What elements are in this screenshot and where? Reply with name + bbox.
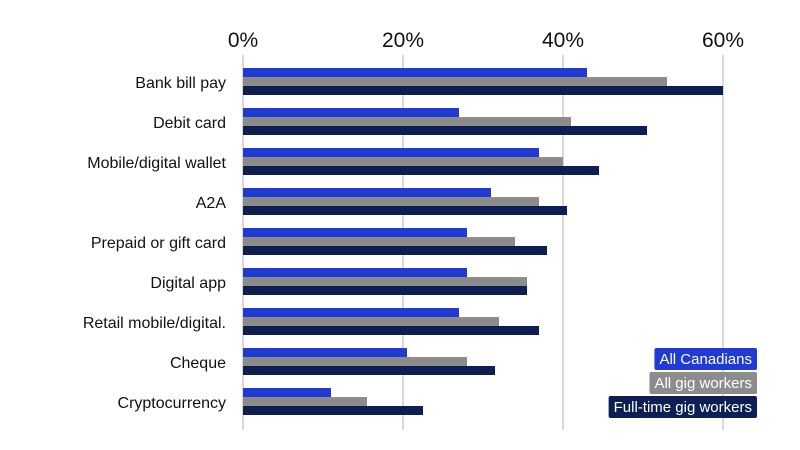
category-labels: Bank bill pay Debit card Mobile/digital wa… (83, 75, 227, 412)
category-label: Debit card (153, 115, 226, 132)
bar-all-canadians (243, 148, 539, 157)
category-label: Prepaid or gift card (91, 235, 226, 252)
x-tick-labels: 0% 20% 40% 60% (228, 29, 744, 52)
legend-swatch (654, 348, 757, 370)
bar-all-gig-workers (243, 277, 527, 286)
legend-item: Full-time gig workers (608, 396, 757, 418)
legend-item: All gig workers (649, 372, 757, 394)
bar-full-time-gig-workers (243, 166, 599, 175)
x-tick-label: 60% (702, 29, 744, 52)
bar-full-time-gig-workers (243, 366, 495, 375)
bar-full-time-gig-workers (243, 406, 423, 415)
bars (243, 68, 723, 415)
legend-label: All Canadians (659, 351, 752, 368)
bar-full-time-gig-workers (243, 246, 547, 255)
category-label: Digital app (150, 275, 226, 292)
x-tick-label: 40% (542, 29, 584, 52)
bar-all-gig-workers (243, 157, 563, 166)
bar-all-canadians (243, 68, 587, 77)
bar-all-gig-workers (243, 317, 499, 326)
bar-all-canadians (243, 108, 459, 117)
legend-swatch (608, 396, 757, 418)
legend-label: All gig workers (654, 375, 752, 392)
bar-all-gig-workers (243, 197, 539, 206)
legend-label: Full-time gig workers (614, 399, 752, 416)
bar-all-canadians (243, 268, 467, 277)
bar-all-gig-workers (243, 357, 467, 366)
x-tick-label: 0% (228, 29, 258, 52)
bar-all-canadians (243, 228, 467, 237)
category-label: Cheque (170, 355, 226, 372)
bar-all-gig-workers (243, 397, 367, 406)
x-tick-label: 20% (382, 29, 424, 52)
bar-all-gig-workers (243, 237, 515, 246)
bar-all-canadians (243, 308, 459, 317)
bar-all-canadians (243, 188, 491, 197)
bar-all-canadians (243, 348, 407, 357)
category-label: A2A (196, 195, 227, 212)
bar-full-time-gig-workers (243, 126, 647, 135)
bar-all-canadians (243, 388, 331, 397)
bar-full-time-gig-workers (243, 86, 723, 95)
bar-all-gig-workers (243, 77, 667, 86)
category-label: Bank bill pay (135, 75, 226, 92)
legend-item: All Canadians (654, 348, 757, 370)
category-label: Cryptocurrency (118, 395, 226, 412)
category-label: Mobile/digital wallet (87, 155, 226, 172)
legend-swatch (649, 372, 757, 394)
bar-full-time-gig-workers (243, 286, 527, 295)
bar-all-gig-workers (243, 117, 571, 126)
bar-full-time-gig-workers (243, 206, 567, 215)
category-label: Retail mobile/digital. (83, 315, 226, 332)
bar-full-time-gig-workers (243, 326, 539, 335)
legend: All Canadians All gig workers Full-time gi… (608, 348, 757, 418)
